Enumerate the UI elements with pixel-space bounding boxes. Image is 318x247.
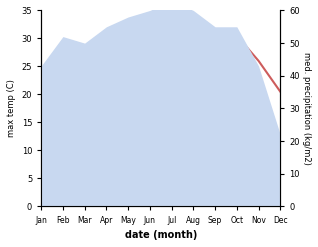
X-axis label: date (month): date (month) (125, 230, 197, 240)
Y-axis label: med. precipitation (kg/m2): med. precipitation (kg/m2) (302, 52, 311, 165)
Y-axis label: max temp (C): max temp (C) (7, 80, 16, 137)
